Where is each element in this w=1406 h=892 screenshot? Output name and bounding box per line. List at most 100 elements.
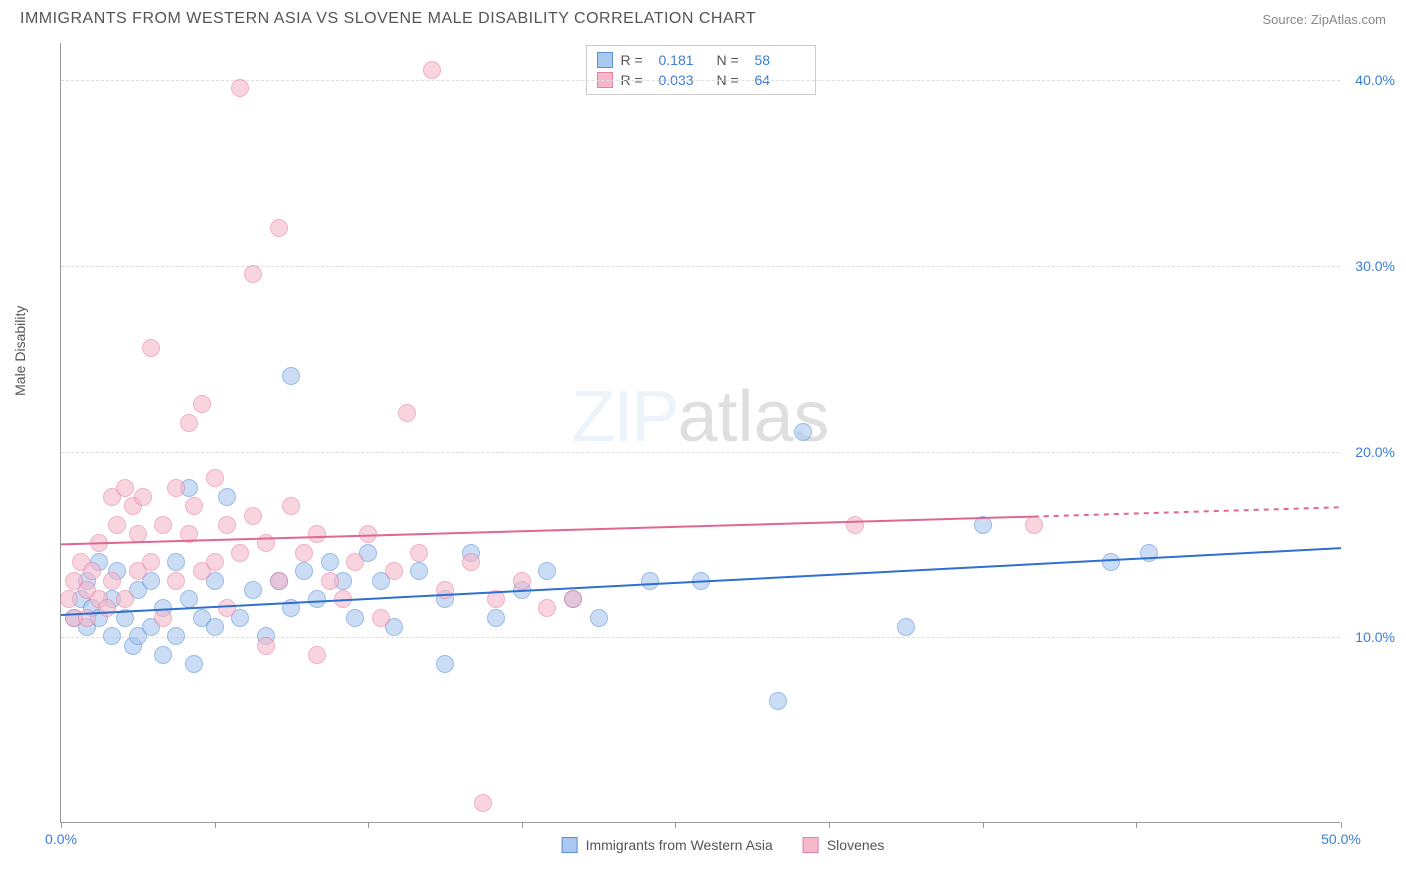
y-tick-label: 40.0%: [1355, 72, 1395, 88]
data-point: [641, 572, 659, 590]
data-point: [346, 609, 364, 627]
data-point: [193, 395, 211, 413]
data-point: [321, 553, 339, 571]
data-point: [487, 609, 505, 627]
data-point: [385, 562, 403, 580]
data-point: [180, 590, 198, 608]
data-point: [1102, 553, 1120, 571]
legend-row: R = 0.181 N = 58: [597, 50, 805, 70]
legend-swatch: [597, 52, 613, 68]
data-point: [116, 479, 134, 497]
data-point: [423, 61, 441, 79]
data-point: [295, 544, 313, 562]
data-point: [78, 609, 96, 627]
data-point: [295, 562, 313, 580]
data-point: [346, 553, 364, 571]
gridline: [61, 80, 1340, 81]
data-point: [372, 609, 390, 627]
data-point: [282, 367, 300, 385]
data-point: [218, 488, 236, 506]
data-point: [257, 534, 275, 552]
data-point: [897, 618, 915, 636]
x-tick: [675, 822, 676, 828]
y-axis-label: Male Disability: [12, 306, 28, 396]
data-point: [103, 627, 121, 645]
data-point: [769, 692, 787, 710]
r-label: R =: [621, 52, 651, 68]
data-point: [134, 488, 152, 506]
data-point: [359, 525, 377, 543]
trend-lines: [61, 43, 1341, 823]
data-point: [1025, 516, 1043, 534]
plot-area: ZIPatlas R =0.181N =58R =0.033N =64 10.0…: [60, 43, 1340, 823]
x-tick: [829, 822, 830, 828]
data-point: [282, 497, 300, 515]
data-point: [185, 655, 203, 673]
data-point: [474, 794, 492, 812]
data-point: [538, 562, 556, 580]
watermark-zip: ZIP: [571, 377, 677, 457]
data-point: [436, 581, 454, 599]
y-tick-label: 20.0%: [1355, 444, 1395, 460]
data-point: [218, 516, 236, 534]
y-tick-label: 30.0%: [1355, 258, 1395, 274]
x-tick: [61, 822, 62, 828]
r-value: 0.181: [659, 52, 709, 68]
data-point: [1140, 544, 1158, 562]
data-point: [334, 590, 352, 608]
legend-item: Slovenes: [803, 837, 885, 853]
data-point: [180, 414, 198, 432]
data-point: [308, 590, 326, 608]
data-point: [410, 562, 428, 580]
data-point: [564, 590, 582, 608]
data-point: [321, 572, 339, 590]
data-point: [410, 544, 428, 562]
correlation-legend: R =0.181N =58R =0.033N =64: [586, 45, 816, 95]
data-point: [436, 655, 454, 673]
data-point: [282, 599, 300, 617]
x-tick: [1341, 822, 1342, 828]
data-point: [116, 590, 134, 608]
data-point: [142, 339, 160, 357]
source-label: Source: ZipAtlas.com: [1262, 12, 1386, 27]
n-label: N =: [717, 52, 747, 68]
data-point: [98, 599, 116, 617]
legend-label: Slovenes: [827, 837, 885, 853]
chart-container: Male Disability ZIPatlas R =0.181N =58R …: [60, 43, 1386, 823]
watermark-atlas: atlas: [677, 377, 829, 457]
data-point: [206, 618, 224, 636]
gridline: [61, 637, 1340, 638]
data-point: [108, 516, 126, 534]
data-point: [538, 599, 556, 617]
x-tick: [1136, 822, 1137, 828]
x-tick: [368, 822, 369, 828]
data-point: [185, 497, 203, 515]
data-point: [794, 423, 812, 441]
data-point: [167, 479, 185, 497]
data-point: [257, 637, 275, 655]
x-tick-label: 0.0%: [45, 831, 77, 847]
data-point: [692, 572, 710, 590]
data-point: [846, 516, 864, 534]
data-point: [270, 572, 288, 590]
data-point: [116, 609, 134, 627]
watermark: ZIPatlas: [571, 376, 829, 458]
x-tick: [522, 822, 523, 828]
legend-swatch: [562, 837, 578, 853]
x-tick: [983, 822, 984, 828]
data-point: [231, 79, 249, 97]
data-point: [206, 553, 224, 571]
data-point: [270, 219, 288, 237]
legend-swatch: [803, 837, 819, 853]
data-point: [167, 553, 185, 571]
data-point: [462, 553, 480, 571]
data-point: [129, 525, 147, 543]
n-value: 58: [755, 52, 805, 68]
data-point: [590, 609, 608, 627]
legend-item: Immigrants from Western Asia: [562, 837, 773, 853]
data-point: [244, 581, 262, 599]
data-point: [513, 572, 531, 590]
data-point: [142, 553, 160, 571]
data-point: [308, 646, 326, 664]
chart-title: IMMIGRANTS FROM WESTERN ASIA VS SLOVENE …: [20, 10, 756, 28]
